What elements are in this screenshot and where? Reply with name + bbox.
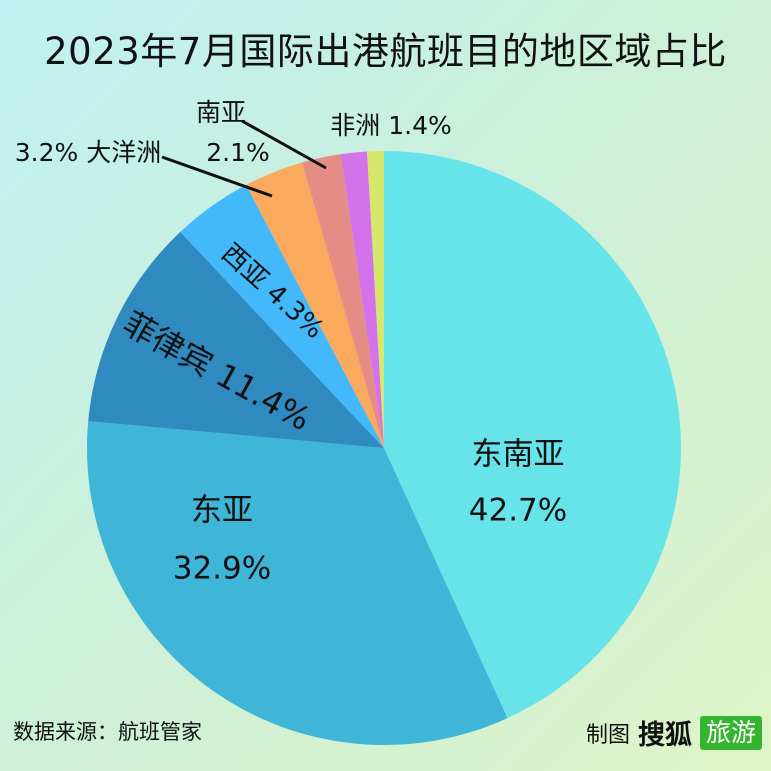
pie-slice-other — [367, 151, 384, 448]
slice-label-africa: 非洲 1.4% — [330, 111, 451, 140]
slice-label-southeast-asia: 东南亚 — [472, 437, 565, 473]
slice-label-south-asia: 南亚 — [196, 98, 246, 127]
brand-logo-box: 旅游 — [699, 715, 762, 750]
slice-label-east-asia: 东亚 — [191, 493, 253, 529]
slice-value-southeast-asia: 42.7% — [469, 493, 567, 529]
pie-slice-6 — [340, 151, 384, 449]
pie-slice-4 — [246, 162, 384, 448]
pie-slice-2 — [88, 231, 384, 448]
pie-slice-3 — [180, 184, 384, 448]
slice-label-oceania: 3.2% 大洋洲 — [15, 138, 161, 167]
slice-value-east-asia: 32.9% — [173, 551, 271, 587]
pie-slice-0 — [384, 151, 682, 719]
chart-credit: 制图 搜狐 旅游 — [586, 713, 762, 752]
leader-line-south-asia — [241, 119, 327, 170]
credit-prefix: 制图 — [585, 722, 630, 748]
chart-title: 2023年7月国际出港航班目的地区域占比 — [44, 30, 727, 73]
brand-logo-text: 搜狐 — [637, 720, 692, 751]
slice-value-south-asia: 2.1% — [206, 138, 270, 167]
pie-slice-1 — [87, 421, 508, 746]
data-source-note: 数据来源：航班管家 — [13, 720, 202, 744]
pie-slice-5 — [302, 154, 384, 449]
leader-line-oceania — [161, 155, 273, 198]
